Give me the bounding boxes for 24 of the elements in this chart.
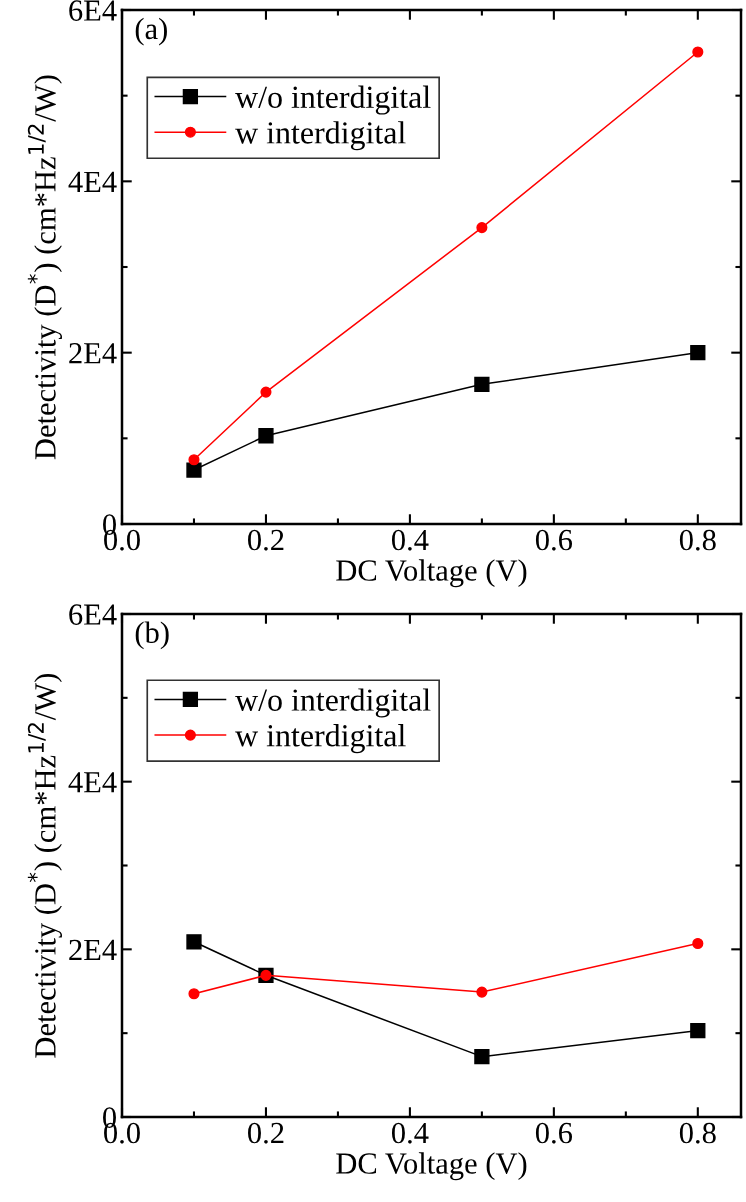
y-tick-label: 2E4 [69, 939, 117, 960]
x-tick-label: 0.2 [248, 529, 284, 551]
legend-label: w interdigital [235, 724, 406, 754]
y-tick-label: 6E4 [69, 0, 117, 21]
x-tick-label: 0.2 [248, 1122, 284, 1144]
x-tick-label: 0.4 [391, 529, 429, 551]
x-tick-label: 0.6 [535, 1122, 573, 1144]
annotation: (a) [135, 17, 167, 46]
annotation: (b) [135, 621, 169, 650]
x-axis-title: DC Voltage (V) [336, 1152, 527, 1181]
y-axis-title: Detectivity (D$^{*}$) (cm*Hz$^{1/2}$/W) [27, 673, 62, 1058]
x-tick-label: 0.8 [679, 1122, 716, 1144]
y-axis-title: Detectivity (D$^{*}$) (cm*Hz$^{1/2}$/W) [27, 75, 62, 460]
x-tick-label: 0.6 [535, 529, 573, 551]
x-tick-label: 0.8 [679, 529, 716, 551]
y-tick-label: 4E4 [68, 772, 117, 793]
y-tick-label: 2E4 [69, 343, 117, 364]
x-tick-label: 0.4 [391, 1122, 429, 1144]
legend-label: w/o interdigital [235, 85, 431, 115]
legend-label: w/o interdigital [235, 688, 431, 718]
y-tick-label: 4E4 [68, 171, 117, 192]
y-tick-label: 6E4 [69, 604, 117, 625]
legend-label: w interdigital [235, 121, 406, 151]
x-axis-title: DC Voltage (V) [336, 559, 527, 588]
